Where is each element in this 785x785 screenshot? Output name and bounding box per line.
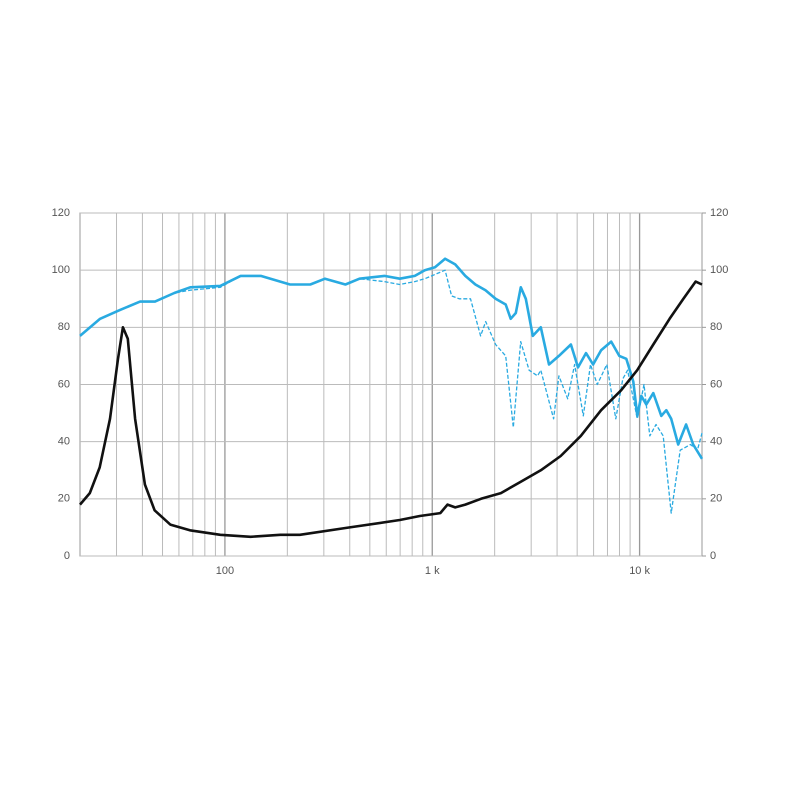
x-tick-label: 1 k [425, 565, 440, 577]
y2-tick-label: 0 [710, 550, 716, 562]
y-tick-label: 120 [52, 207, 70, 219]
y2-tick-label: 80 [710, 321, 722, 333]
y2-tick-label: 20 [710, 493, 722, 505]
y-tick-label: 20 [58, 493, 70, 505]
x-tick-label: 100 [216, 565, 234, 577]
y2-tick-label: 120 [710, 207, 728, 219]
y-tick-label: 0 [64, 550, 70, 562]
y-tick-label: 100 [52, 264, 70, 276]
series-line [79, 280, 703, 539]
x-tick-label: 10 k [629, 565, 650, 577]
y2-tick-label: 40 [710, 436, 722, 448]
y-tick-label: 80 [58, 321, 70, 333]
y2-tick-label: 60 [710, 378, 722, 390]
series-line [79, 257, 704, 460]
y2-tick-label: 100 [710, 264, 728, 276]
y-tick-label: 40 [58, 436, 70, 448]
y-tick-label: 60 [58, 378, 70, 390]
